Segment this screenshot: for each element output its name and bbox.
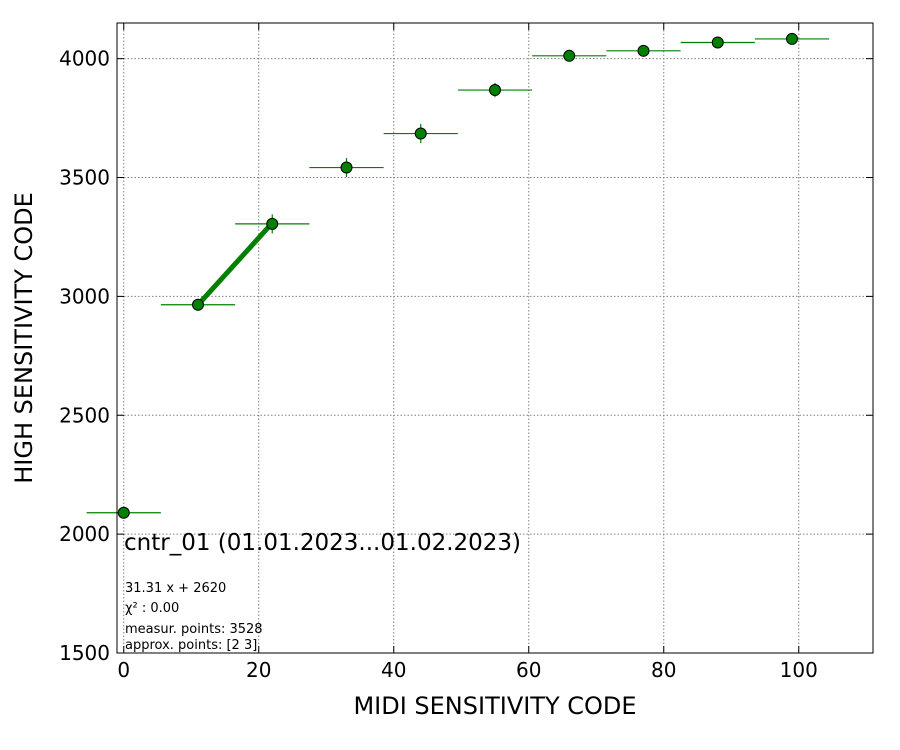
plot-frame [116,22,874,654]
data-point [637,44,650,57]
y-axis-label: HIGH SENSITIVITY CODE [10,192,38,484]
fit-line [196,221,275,307]
x-tick-label: 40 [381,658,406,682]
annotation-approx-points: approx. points: [2 3] [125,638,257,653]
y-tick-label: 1500 [59,641,110,665]
data-point [266,217,279,230]
x-tick-label: 20 [246,658,271,682]
data-point [489,84,501,97]
data-point [340,161,353,174]
x-axis-label: MIDI SENSITIVITY CODE [353,692,636,720]
ticks: 0 20 40 60 80 100 1500 2000 2500 3000 3500 4000 [59,23,873,682]
y-tick-label: 3500 [59,166,110,190]
annotation-title: cntr_01 (01.01.2023...01.02.2023) [124,530,521,556]
data-point [117,506,130,519]
annotation-fit-equation: 31.31 x + 2620 [125,581,226,596]
error-bars [86,35,830,514]
data-point [563,49,576,62]
y-tick-label: 3000 [59,284,110,308]
y-tick-label: 4000 [59,47,110,71]
data-point [786,32,798,45]
data-point [414,127,427,140]
data-point [711,36,724,49]
x-tick-label: 60 [516,658,541,682]
x-tick-label: 80 [651,658,676,682]
data-points [117,32,798,519]
fit-line-group [196,221,275,307]
x-tick-label: 0 [117,658,130,682]
annotation-measurement-points: measur. points: 3528 [125,622,263,637]
data-point [192,298,204,311]
x-tick-label: 100 [780,658,818,682]
grid [117,23,873,654]
y-tick-label: 2000 [59,522,110,546]
annotation-chi-square: χ² : 0.00 [125,601,179,616]
y-tick-label: 2500 [59,403,110,427]
